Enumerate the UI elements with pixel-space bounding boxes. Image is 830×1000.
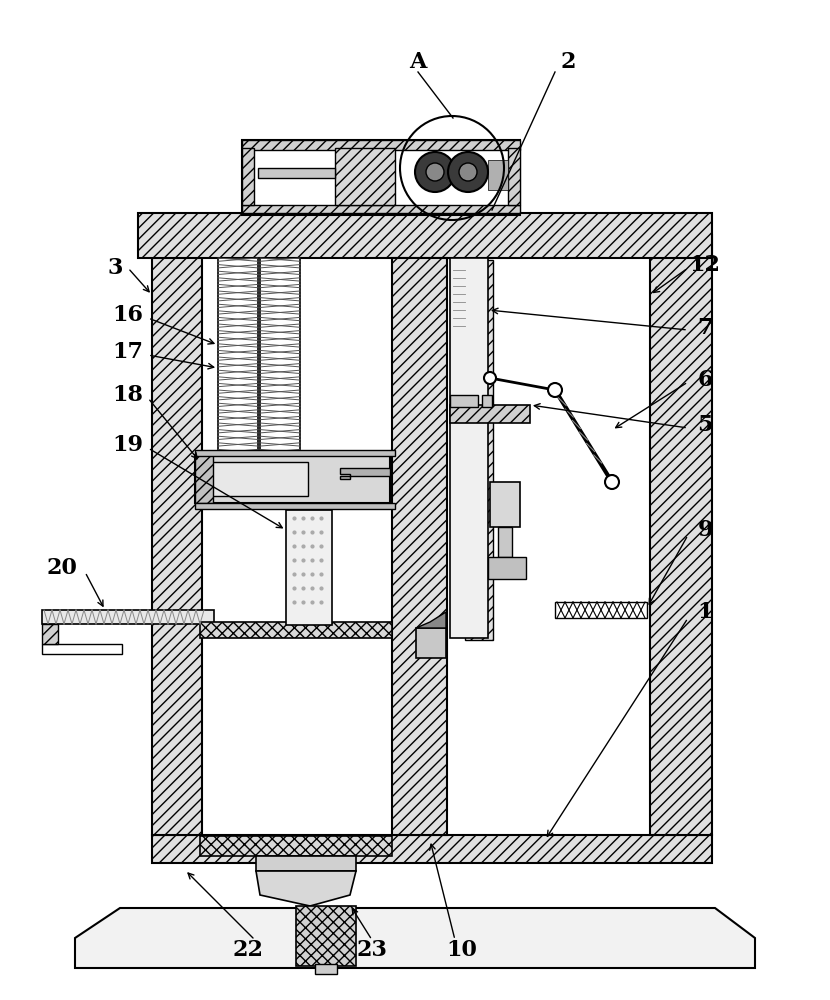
Bar bbox=[152, 835, 712, 863]
Bar bbox=[195, 455, 213, 503]
Bar bbox=[286, 510, 332, 625]
Bar bbox=[488, 557, 526, 579]
Circle shape bbox=[459, 163, 477, 181]
Text: A: A bbox=[409, 51, 427, 73]
Text: 23: 23 bbox=[357, 939, 388, 961]
Bar bbox=[42, 644, 122, 654]
Bar bbox=[450, 405, 530, 423]
Text: 17: 17 bbox=[113, 341, 144, 363]
Bar bbox=[508, 148, 520, 205]
Polygon shape bbox=[416, 612, 446, 628]
Bar bbox=[416, 628, 446, 658]
Text: 18: 18 bbox=[113, 384, 144, 406]
Text: 3: 3 bbox=[107, 257, 123, 279]
Bar bbox=[450, 395, 478, 407]
Circle shape bbox=[448, 152, 488, 192]
Bar bbox=[208, 462, 308, 496]
Bar bbox=[242, 148, 254, 205]
Bar bbox=[392, 258, 447, 835]
Bar bbox=[195, 450, 395, 456]
Text: 20: 20 bbox=[46, 557, 77, 579]
Bar bbox=[335, 148, 395, 205]
Text: 6: 6 bbox=[697, 369, 713, 391]
Bar bbox=[42, 624, 58, 644]
Text: 10: 10 bbox=[447, 939, 477, 961]
Bar bbox=[242, 140, 520, 215]
Text: 9: 9 bbox=[697, 519, 713, 541]
Circle shape bbox=[415, 152, 455, 192]
Text: 2: 2 bbox=[560, 51, 576, 73]
Bar bbox=[555, 602, 647, 618]
Bar bbox=[195, 503, 395, 509]
Bar bbox=[650, 235, 712, 835]
Circle shape bbox=[605, 475, 619, 489]
Text: 5: 5 bbox=[697, 414, 713, 436]
Polygon shape bbox=[256, 871, 356, 906]
Bar bbox=[488, 160, 508, 190]
Polygon shape bbox=[75, 908, 755, 968]
Bar bbox=[242, 205, 520, 213]
Bar bbox=[42, 610, 214, 624]
Bar bbox=[465, 260, 493, 640]
Text: 1: 1 bbox=[697, 601, 713, 623]
Bar bbox=[138, 213, 712, 258]
Bar bbox=[490, 482, 520, 527]
Circle shape bbox=[484, 372, 496, 384]
Bar bbox=[242, 140, 520, 150]
Bar bbox=[296, 906, 356, 966]
Bar bbox=[258, 168, 335, 178]
Bar bbox=[450, 258, 488, 638]
Bar bbox=[315, 964, 337, 974]
Text: 19: 19 bbox=[113, 434, 144, 456]
Polygon shape bbox=[340, 468, 390, 479]
Bar bbox=[482, 395, 492, 407]
Bar bbox=[200, 836, 392, 856]
Circle shape bbox=[426, 163, 444, 181]
Bar bbox=[498, 527, 512, 557]
Circle shape bbox=[548, 383, 562, 397]
Text: 22: 22 bbox=[232, 939, 263, 961]
Text: 16: 16 bbox=[113, 304, 144, 326]
Bar bbox=[200, 622, 392, 638]
Text: 12: 12 bbox=[690, 254, 720, 276]
Bar bbox=[256, 856, 356, 871]
Bar bbox=[195, 455, 390, 503]
Bar bbox=[152, 235, 202, 835]
Bar bbox=[260, 258, 300, 490]
Text: 7: 7 bbox=[697, 317, 713, 339]
Bar bbox=[218, 258, 258, 490]
